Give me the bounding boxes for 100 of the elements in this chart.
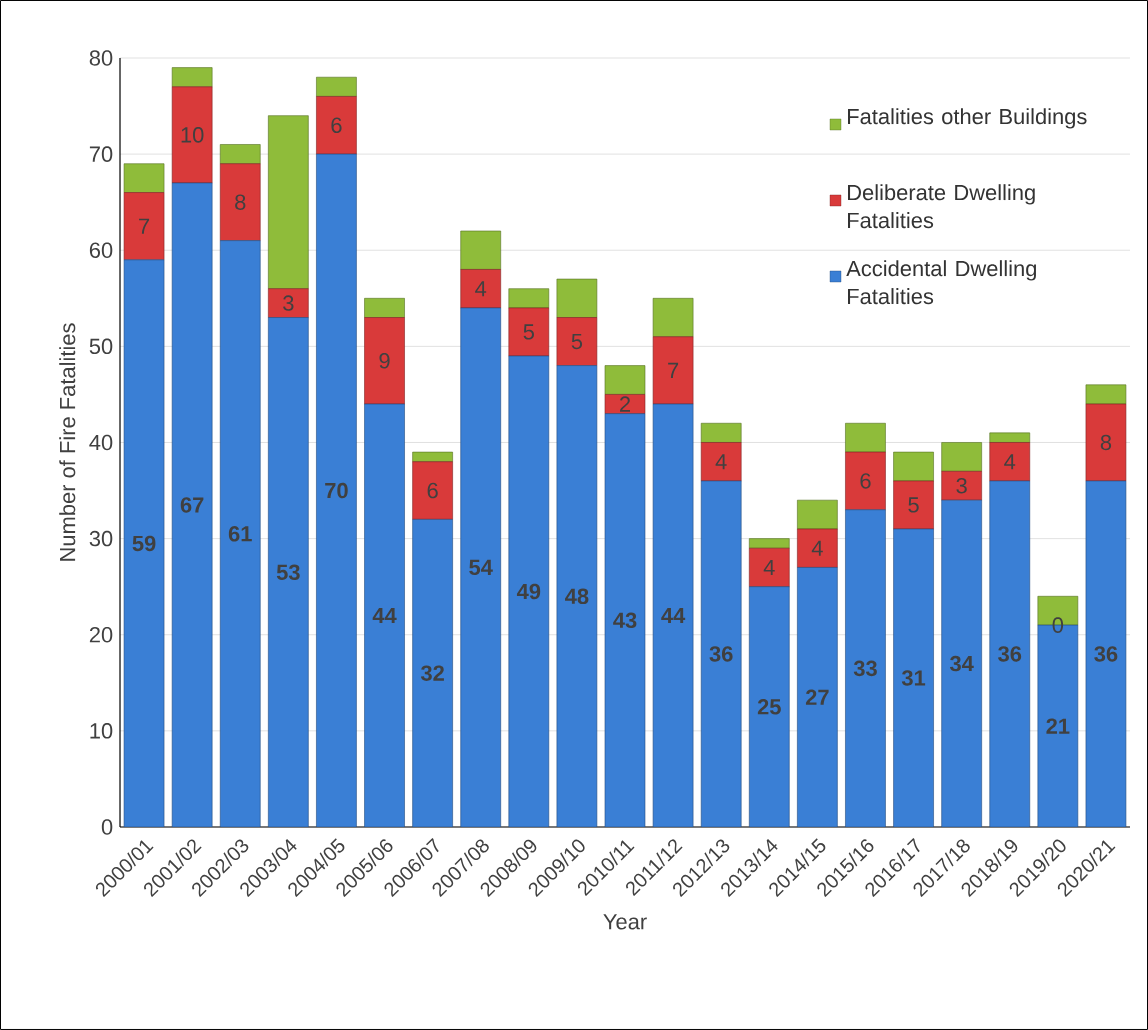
- data-label: 3: [283, 295, 294, 311]
- bar: [219, 163, 261, 241]
- data-label: 3: [956, 477, 967, 494]
- bar: [412, 451, 453, 463]
- bar: [460, 269, 502, 309]
- bar: [316, 96, 357, 155]
- data-label: 5: [523, 324, 534, 340]
- data-label: 21: [1046, 718, 1070, 734]
- data-label: 54: [469, 559, 493, 576]
- data-label: 4: [1004, 454, 1016, 470]
- legend-label: Fatalities other Buildings: [848, 108, 1087, 129]
- y-tick-label: 10: [90, 723, 113, 739]
- data-label: 6: [331, 117, 342, 134]
- data-label: 61: [228, 526, 252, 542]
- data-label: 7: [139, 218, 150, 234]
- bar: [412, 519, 453, 827]
- bar: [941, 442, 982, 472]
- bar: [1085, 384, 1127, 405]
- data-label: 4: [811, 540, 823, 556]
- data-label: 36: [1094, 646, 1118, 662]
- y-tick-label: 30: [89, 530, 113, 547]
- bar: [316, 153, 357, 827]
- y-tick-label: 80: [89, 50, 113, 66]
- bar: [508, 355, 550, 827]
- bar: [268, 115, 309, 289]
- bar: [123, 192, 165, 261]
- bar: [652, 403, 694, 827]
- bar: [1085, 480, 1127, 827]
- y-tick-label: 60: [89, 242, 113, 258]
- bar: [845, 451, 886, 511]
- bar: [700, 480, 742, 827]
- bar: [989, 442, 1031, 482]
- bar: [123, 163, 165, 193]
- bar: [460, 230, 502, 270]
- bar: [797, 528, 838, 568]
- data-label: 4: [763, 559, 775, 575]
- bar: [412, 461, 453, 520]
- bar: [316, 76, 357, 97]
- bar: [219, 144, 261, 165]
- bar: [123, 259, 165, 827]
- bar: [268, 288, 309, 318]
- y-tick-label: 20: [89, 626, 113, 643]
- bar: [652, 298, 694, 338]
- bar: [941, 471, 982, 501]
- bar: [364, 403, 405, 827]
- data-label: 44: [661, 607, 686, 624]
- data-label: 53: [276, 564, 300, 581]
- y-tick-label: 40: [89, 434, 113, 451]
- y-axis-title: Number of Fire Fatalities: [59, 323, 76, 561]
- bar: [989, 432, 1031, 443]
- data-label: 10: [181, 127, 204, 143]
- legend-label: Accidental Dwelling Fatalities: [846, 260, 1037, 305]
- bar: [556, 365, 598, 827]
- bar: [941, 499, 982, 827]
- data-label: 59: [132, 535, 156, 552]
- bar: [364, 317, 405, 405]
- bar: [171, 182, 213, 827]
- bar: [268, 317, 309, 827]
- bar: [989, 480, 1031, 827]
- bar: [508, 307, 550, 357]
- bar: [748, 547, 790, 587]
- bar: [508, 288, 550, 309]
- data-label: 34: [949, 655, 974, 672]
- bar: [460, 307, 502, 827]
- data-label: 25: [757, 699, 781, 715]
- data-label: 70: [325, 482, 348, 499]
- data-label: 48: [565, 588, 589, 605]
- data-label: 8: [235, 194, 246, 210]
- data-label: 9: [379, 353, 390, 369]
- y-tick-label: 70: [89, 146, 113, 162]
- data-label: 4: [715, 454, 727, 470]
- data-label: 7: [668, 362, 679, 378]
- bar: [893, 451, 934, 482]
- bar: [893, 480, 934, 530]
- bar: [604, 365, 646, 395]
- data-label: 8: [1100, 434, 1112, 451]
- bar: [556, 278, 598, 318]
- bar: [797, 567, 838, 827]
- bar: [1085, 403, 1127, 482]
- bar: [845, 509, 886, 827]
- data-label: 6: [860, 473, 871, 489]
- bar: [700, 442, 742, 482]
- bar: [556, 317, 598, 366]
- data-label: 43: [613, 612, 637, 629]
- x-axis-title: Year: [603, 914, 647, 930]
- data-label: 36: [709, 646, 733, 662]
- bar: [748, 538, 790, 549]
- data-label: 6: [427, 482, 438, 499]
- data-label: 32: [420, 665, 444, 681]
- bar: [171, 86, 213, 184]
- bar: [652, 336, 694, 405]
- bar: [364, 298, 405, 318]
- data-label: 4: [475, 281, 487, 297]
- bar: [171, 67, 213, 88]
- bar: [700, 422, 742, 443]
- bar: [797, 499, 838, 530]
- data-label: 36: [998, 646, 1022, 662]
- data-label: 5: [571, 333, 583, 350]
- data-label: 44: [372, 607, 397, 624]
- data-label: 2: [620, 396, 630, 412]
